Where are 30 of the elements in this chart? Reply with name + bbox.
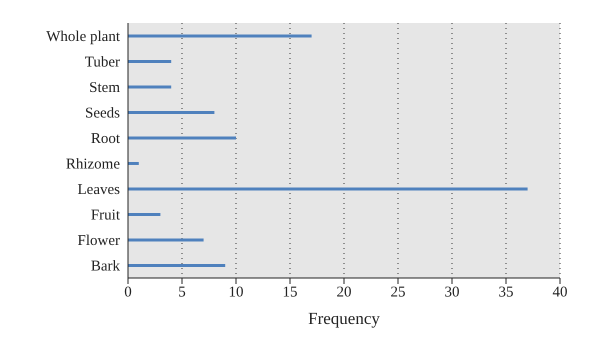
y-tick-label: Root <box>90 131 121 148</box>
bar <box>128 187 528 190</box>
y-tick-label: Stem <box>89 80 120 96</box>
bar <box>128 136 236 140</box>
y-tick-label: Leaves <box>78 182 120 198</box>
y-tick-label: Tuber <box>84 54 120 71</box>
x-tick-label: 5 <box>178 284 186 301</box>
x-tick-label: 40 <box>552 284 568 301</box>
x-tick-label: 15 <box>282 284 298 301</box>
x-tick-label: 20 <box>336 284 352 301</box>
y-tick-label: Whole plant <box>46 29 121 46</box>
bar <box>128 60 172 63</box>
y-tick-label: Fruit <box>90 208 121 224</box>
bar <box>128 34 312 38</box>
x-tick-label: 10 <box>228 284 244 301</box>
x-axis-title: Frequency <box>308 309 380 328</box>
y-tick-label: Seeds <box>85 106 120 122</box>
y-tick-label: Rhizome <box>66 156 120 173</box>
y-tick-label: Bark <box>90 258 120 275</box>
bar <box>128 212 160 216</box>
y-tick-label: Flower <box>78 233 120 250</box>
x-tick-label: 35 <box>498 284 514 301</box>
bar <box>128 238 204 242</box>
bar <box>128 85 172 88</box>
x-tick-label: 0 <box>124 284 132 301</box>
x-tick-label: 25 <box>390 284 406 301</box>
bar <box>128 110 214 114</box>
bar <box>128 264 226 267</box>
bar <box>128 162 139 165</box>
x-tick-label: 30 <box>444 284 460 301</box>
